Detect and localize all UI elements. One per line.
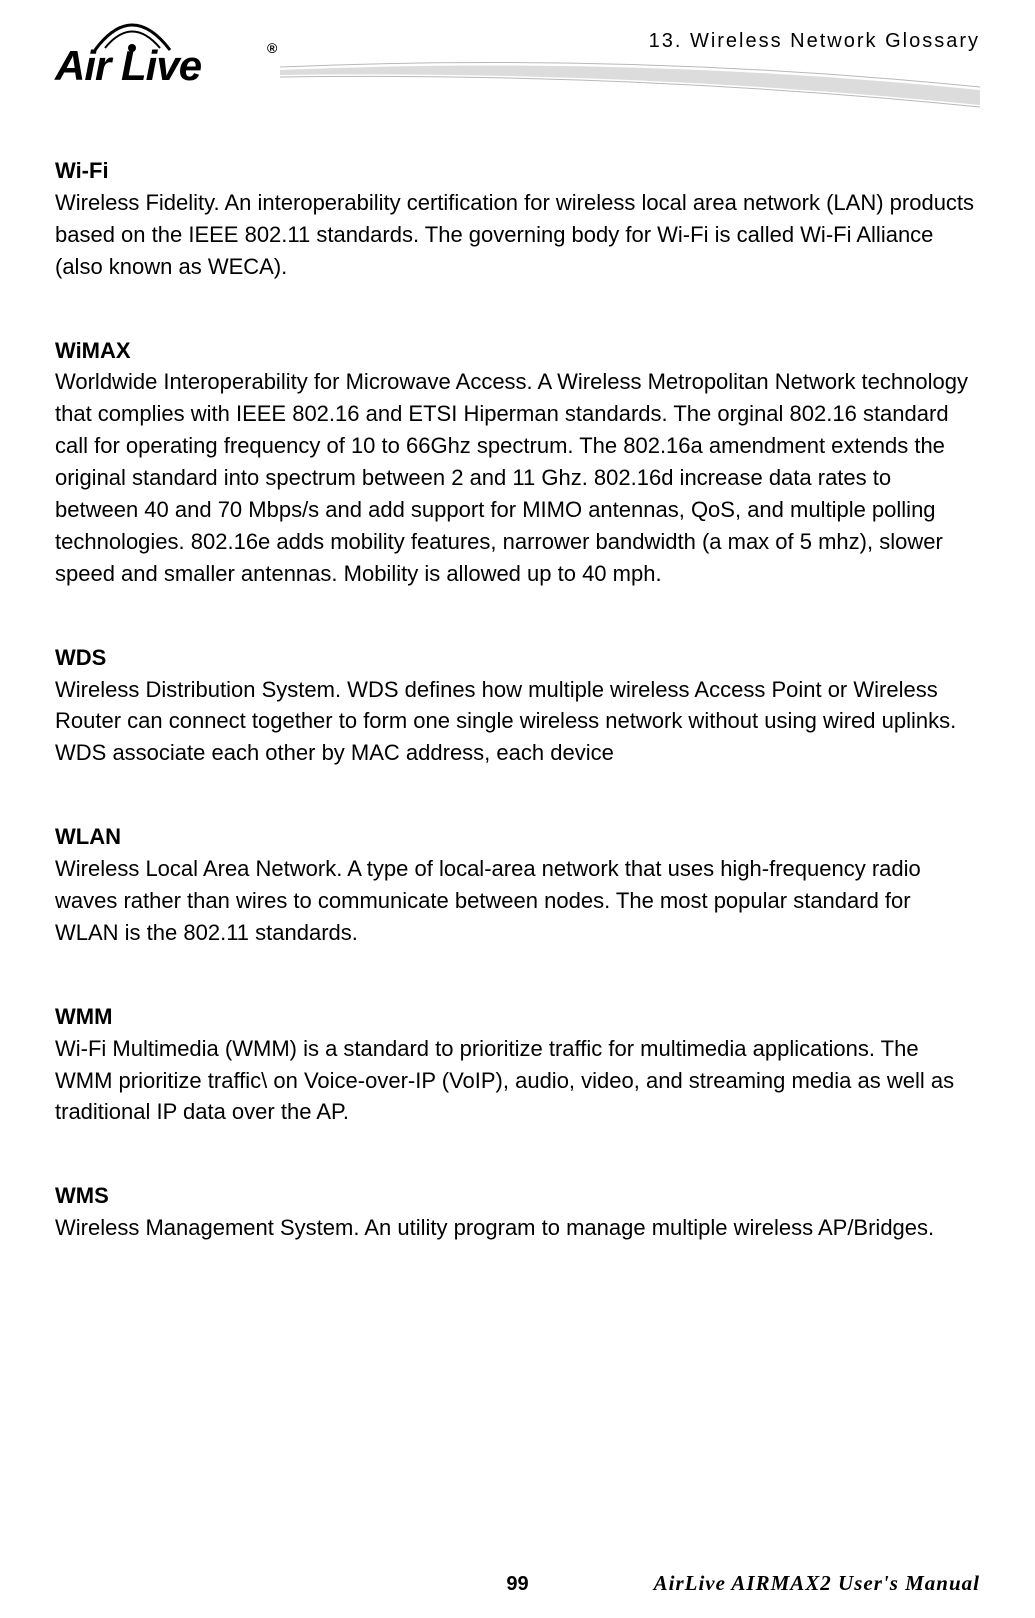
glossary-term: WMM	[55, 1001, 980, 1033]
glossary-term: Wi-Fi	[55, 155, 980, 187]
manual-title: AirLive AIRMAX2 User's Manual	[654, 1571, 980, 1596]
glossary-definition: Wireless Fidelity. An interoperability c…	[55, 187, 980, 283]
glossary-term: WiMAX	[55, 335, 980, 367]
glossary-definition: Wireless Local Area Network. A type of l…	[55, 853, 980, 949]
glossary-content: Wi-Fi Wireless Fidelity. An interoperabi…	[0, 120, 1035, 1244]
glossary-entry: WDS Wireless Distribution System. WDS de…	[55, 642, 980, 770]
glossary-definition: Worldwide Interoperability for Microwave…	[55, 366, 980, 589]
glossary-definition: Wi-Fi Multimedia (WMM) is a standard to …	[55, 1033, 980, 1129]
glossary-entry: WMS Wireless Management System. An utili…	[55, 1180, 980, 1244]
glossary-entry: WiMAX Worldwide Interoperability for Mic…	[55, 335, 980, 590]
glossary-entry: Wi-Fi Wireless Fidelity. An interoperabi…	[55, 155, 980, 283]
page-header: Air Live ® 13. Wireless Network Glossary	[0, 0, 1035, 120]
header-divider-swoosh-icon	[280, 55, 980, 115]
logo-text: Air Live	[55, 42, 201, 90]
page-footer: 99 AirLive AIRMAX2 User's Manual	[0, 1573, 1035, 1596]
glossary-definition: Wireless Distribution System. WDS define…	[55, 674, 980, 770]
glossary-term: WLAN	[55, 821, 980, 853]
glossary-entry: WLAN Wireless Local Area Network. A type…	[55, 821, 980, 949]
glossary-term: WMS	[55, 1180, 980, 1212]
glossary-entry: WMM Wi-Fi Multimedia (WMM) is a standard…	[55, 1001, 980, 1129]
glossary-definition: Wireless Management System. An utility p…	[55, 1212, 980, 1244]
chapter-title: 13. Wireless Network Glossary	[649, 30, 980, 53]
logo-registered-mark: ®	[267, 40, 277, 56]
glossary-term: WDS	[55, 642, 980, 674]
